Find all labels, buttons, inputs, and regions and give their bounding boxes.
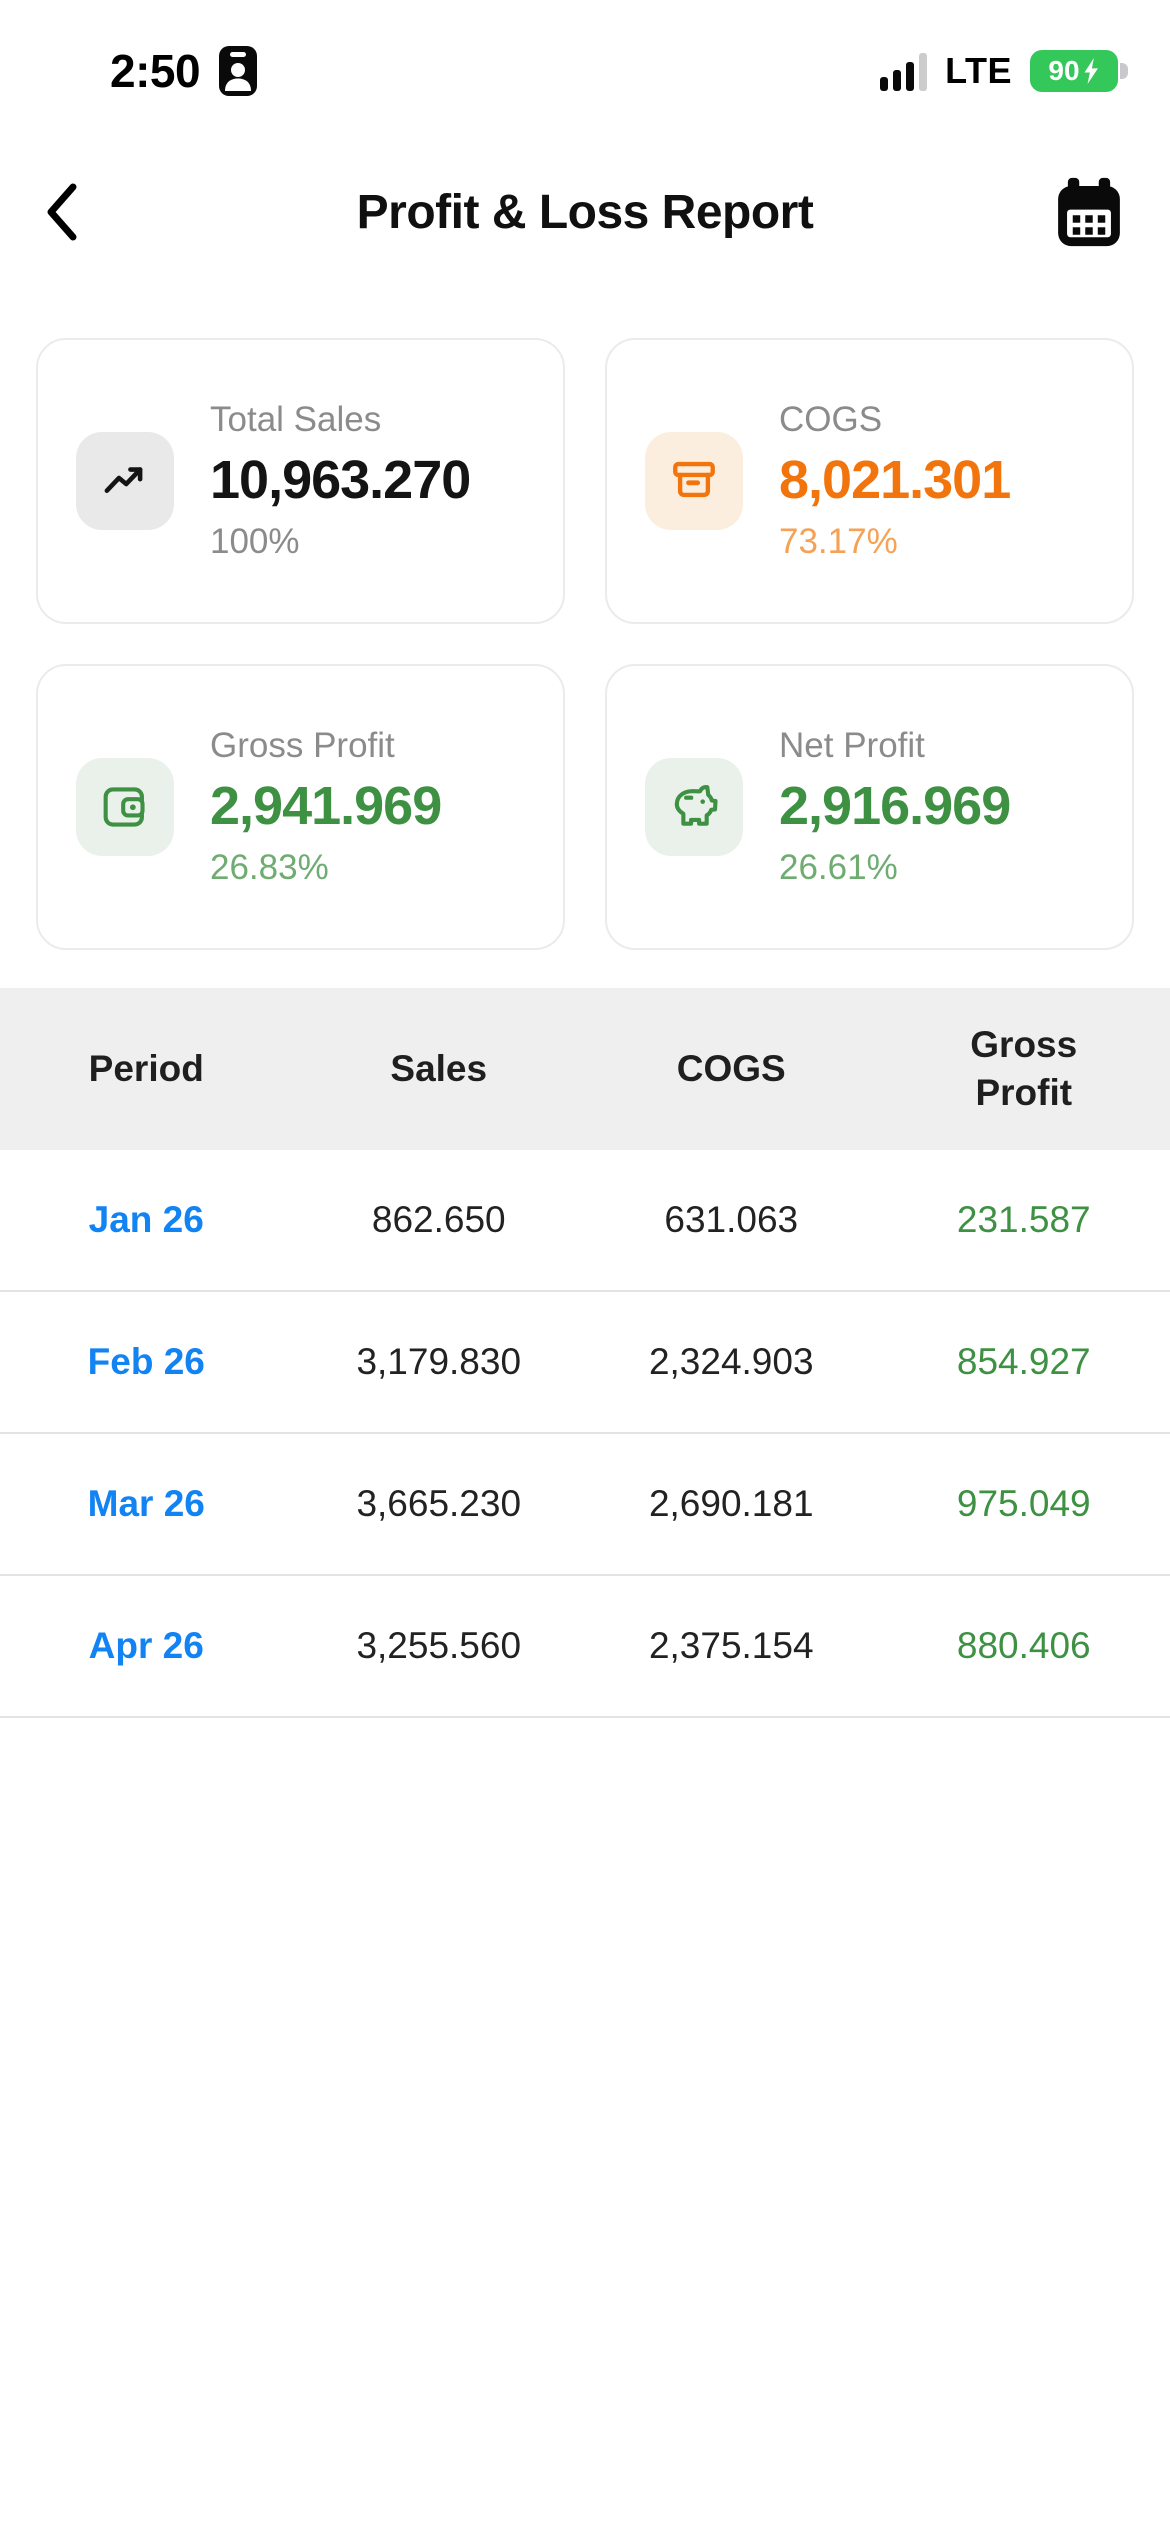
col-header-period: Period (88, 1047, 204, 1089)
table-row: Mar 26 3,665.230 2,690.181 975.049 (0, 1434, 1170, 1576)
card-value: 8,021.301 (779, 449, 1011, 510)
table-row: Apr 26 3,255.560 2,375.154 880.406 (0, 1576, 1170, 1718)
cogs-value: 2,324.903 (648, 1341, 814, 1382)
wallet-icon (76, 758, 174, 856)
status-bar: 2:50 LTE 90 (0, 0, 1170, 112)
calendar-button[interactable] (1050, 173, 1128, 251)
calendar-icon (1050, 173, 1128, 251)
card-cogs: COGS 8,021.301 73.17% (605, 338, 1134, 624)
back-button[interactable] (42, 181, 82, 243)
network-type-label: LTE (945, 50, 1012, 91)
period-link[interactable]: Jan 26 (88, 1199, 204, 1240)
cogs-value: 2,690.181 (648, 1483, 814, 1524)
gross-profit-value: 854.927 (956, 1341, 1091, 1382)
card-label: COGS (779, 399, 883, 439)
trending-up-icon (76, 432, 174, 530)
table-row: Jan 26 862.650 631.063 231.587 (0, 1150, 1170, 1292)
archive-box-icon (645, 432, 743, 530)
gross-profit-value: 975.049 (956, 1483, 1091, 1524)
card-percent: 26.61% (779, 848, 898, 888)
summary-cards: Total Sales 10,963.270 100% COGS 8,021.3… (36, 338, 1134, 950)
card-value: 2,916.969 (779, 775, 1011, 836)
back-chevron-icon (42, 181, 82, 243)
battery-percent: 90 (1048, 55, 1080, 86)
gross-profit-value: 880.406 (956, 1625, 1091, 1666)
pnl-table: Period Sales COGS Gross Profit Jan 26 86… (0, 988, 1170, 1718)
card-label: Gross Profit (210, 725, 395, 765)
nav-bar: Profit & Loss Report (0, 142, 1170, 282)
person-badge-icon (218, 44, 258, 98)
card-total-sales: Total Sales 10,963.270 100% (36, 338, 565, 624)
card-label: Net Profit (779, 725, 925, 765)
col-header-gross-profit: Gross Profit (970, 1023, 1078, 1113)
period-link[interactable]: Mar 26 (87, 1483, 205, 1524)
period-link[interactable]: Feb 26 (87, 1341, 205, 1382)
gross-profit-value: 231.587 (956, 1199, 1091, 1240)
sales-value: 862.650 (371, 1199, 506, 1240)
col-header-sales: Sales (390, 1047, 488, 1089)
page-title: Profit & Loss Report (356, 185, 814, 239)
card-value: 10,963.270 (210, 449, 471, 510)
sales-value: 3,179.830 (356, 1341, 522, 1382)
card-percent: 100% (210, 522, 300, 562)
status-time: 2:50 (110, 45, 201, 97)
period-link[interactable]: Apr 26 (88, 1625, 204, 1666)
sales-value: 3,665.230 (356, 1483, 522, 1524)
card-percent: 26.83% (210, 848, 329, 888)
piggy-bank-icon (645, 758, 743, 856)
lightning-bolt-icon (1084, 58, 1098, 84)
battery-charging-icon: 90 (1030, 50, 1128, 92)
card-percent: 73.17% (779, 522, 898, 562)
cogs-value: 2,375.154 (648, 1625, 814, 1666)
signal-strength-icon (880, 51, 928, 91)
col-header-cogs: COGS (676, 1047, 786, 1089)
cogs-value: 631.063 (664, 1199, 799, 1240)
table-header-row: Period Sales COGS Gross Profit (0, 988, 1170, 1150)
card-gross-profit: Gross Profit 2,941.969 26.83% (36, 664, 565, 950)
card-net-profit: Net Profit 2,916.969 26.61% (605, 664, 1134, 950)
sales-value: 3,255.560 (356, 1625, 522, 1666)
card-value: 2,941.969 (210, 775, 442, 836)
table-row: Feb 26 3,179.830 2,324.903 854.927 (0, 1292, 1170, 1434)
card-label: Total Sales (210, 399, 382, 439)
